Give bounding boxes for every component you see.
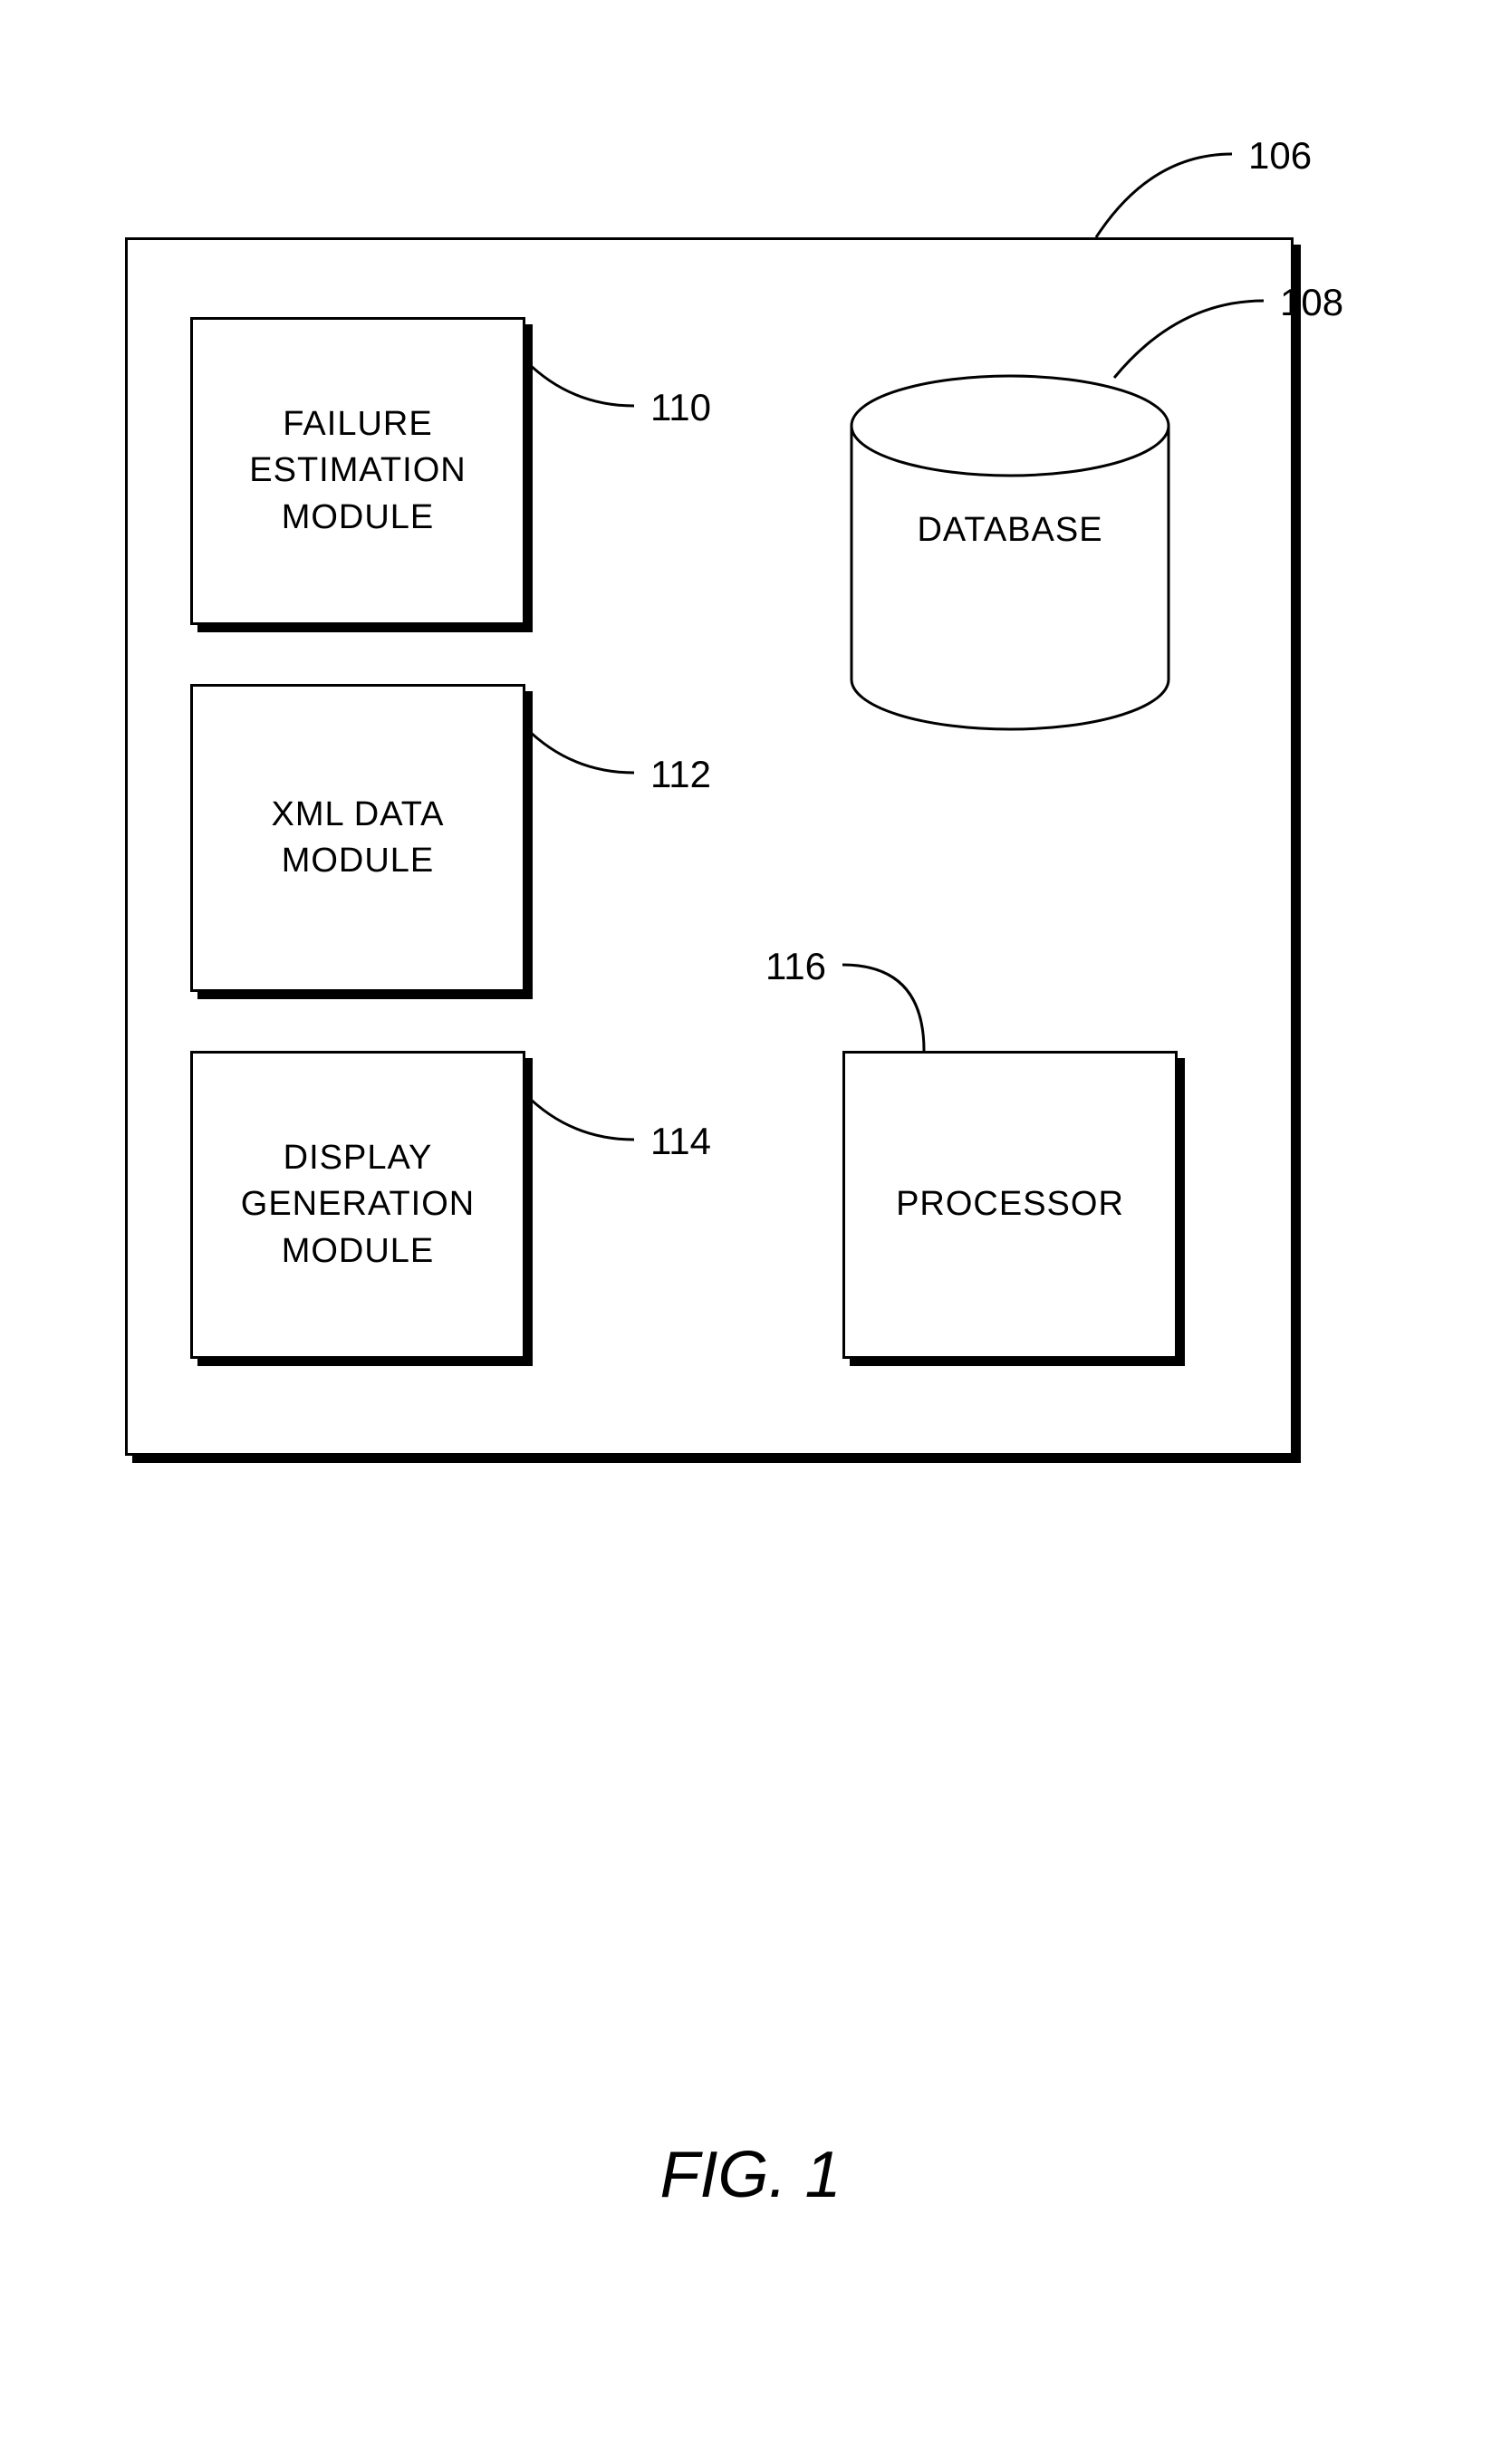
ref-108: 108 bbox=[1280, 281, 1343, 324]
xml-data-label: XML DATAMODULE bbox=[272, 792, 445, 885]
processor-label: PROCESSOR bbox=[896, 1181, 1124, 1227]
database-label-wrap: DATABASE bbox=[852, 507, 1169, 553]
failure-estimation-box: FAILUREESTIMATIONMODULE bbox=[190, 317, 525, 625]
ref-106: 106 bbox=[1248, 134, 1312, 178]
ref-116: 116 bbox=[765, 945, 826, 988]
ref-112: 112 bbox=[650, 753, 711, 796]
display-generation-label: DISPLAYGENERATIONMODULE bbox=[241, 1135, 475, 1275]
ref-114: 114 bbox=[650, 1120, 711, 1163]
database-label: DATABASE bbox=[917, 511, 1102, 549]
figure-caption: FIG. 1 bbox=[0, 2138, 1501, 2212]
ref-110: 110 bbox=[650, 386, 711, 429]
processor-box: PROCESSOR bbox=[842, 1051, 1178, 1359]
display-generation-box: DISPLAYGENERATIONMODULE bbox=[190, 1051, 525, 1359]
xml-data-box: XML DATAMODULE bbox=[190, 684, 525, 992]
figure-page: FAILUREESTIMATIONMODULE XML DATAMODULE D… bbox=[0, 0, 1501, 2464]
failure-estimation-label: FAILUREESTIMATIONMODULE bbox=[249, 401, 466, 541]
